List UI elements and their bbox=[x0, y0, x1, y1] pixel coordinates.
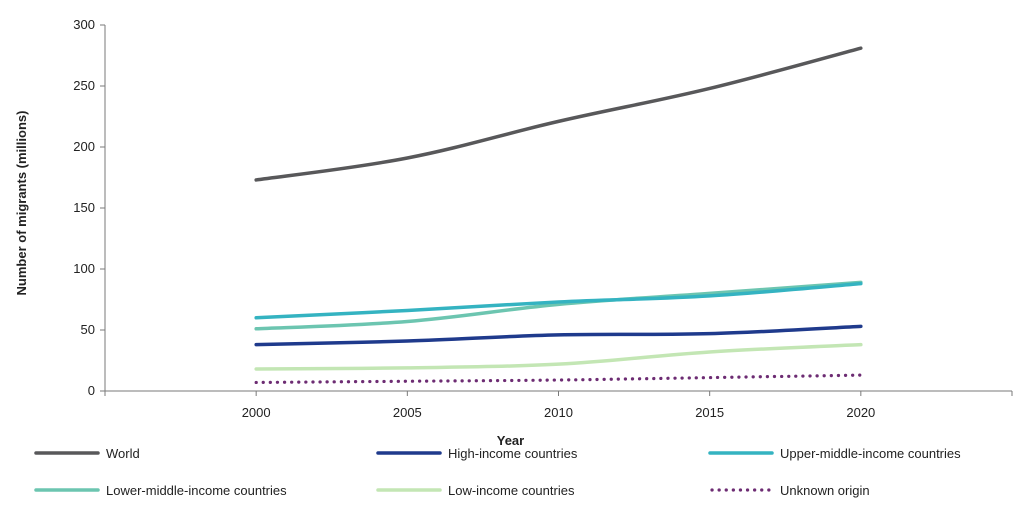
legend-label: Unknown origin bbox=[780, 483, 870, 498]
y-axis-title: Number of migrants (millions) bbox=[14, 111, 29, 296]
x-tick-label: 2015 bbox=[695, 405, 724, 420]
y-tick-label: 300 bbox=[73, 17, 95, 32]
legend-item-high-income-countries: High-income countries bbox=[376, 446, 578, 461]
legend-item-world: World bbox=[34, 446, 140, 461]
x-tick-label: 2005 bbox=[393, 405, 422, 420]
y-tick-label: 150 bbox=[73, 200, 95, 215]
legend-item-lower-middle-income-countries: Lower-middle-income countries bbox=[34, 483, 287, 498]
legend: World High-income countries Upper-middle-i… bbox=[34, 446, 961, 498]
legend-label: Lower-middle-income countries bbox=[106, 483, 287, 498]
x-tick-label: 2000 bbox=[242, 405, 271, 420]
legend-item-unknown-origin: Unknown origin bbox=[710, 483, 870, 498]
series-line-upper-middle-income-countries bbox=[254, 281, 863, 320]
legend-label: Upper-middle-income countries bbox=[780, 446, 961, 461]
series-lines bbox=[254, 46, 863, 385]
series-line-high-income-countries bbox=[254, 324, 863, 347]
legend-label: High-income countries bbox=[448, 446, 578, 461]
x-tick-label: 2020 bbox=[846, 405, 875, 420]
legend-label: World bbox=[106, 446, 140, 461]
x-axis: 2000 2005 2010 2015 2020 bbox=[104, 390, 1013, 420]
x-tick-label: 2010 bbox=[544, 405, 573, 420]
legend-item-upper-middle-income-countries: Upper-middle-income countries bbox=[708, 446, 961, 461]
y-tick-label: 250 bbox=[73, 78, 95, 93]
y-tick-label: 200 bbox=[73, 139, 95, 154]
series-line-lower-middle-income-countries bbox=[254, 280, 863, 331]
series-line-unknown-origin bbox=[254, 373, 863, 385]
series-line-low-income-countries bbox=[254, 342, 863, 371]
y-axis: 0 50 100 150 200 250 300 bbox=[73, 17, 106, 398]
y-tick-label: 0 bbox=[88, 383, 95, 398]
x-axis-title: Year bbox=[497, 433, 524, 448]
series-line-world bbox=[254, 46, 863, 182]
y-tick-label: 100 bbox=[73, 261, 95, 276]
legend-label: Low-income countries bbox=[448, 483, 575, 498]
y-tick-label: 50 bbox=[81, 322, 95, 337]
legend-item-low-income-countries: Low-income countries bbox=[376, 483, 575, 498]
